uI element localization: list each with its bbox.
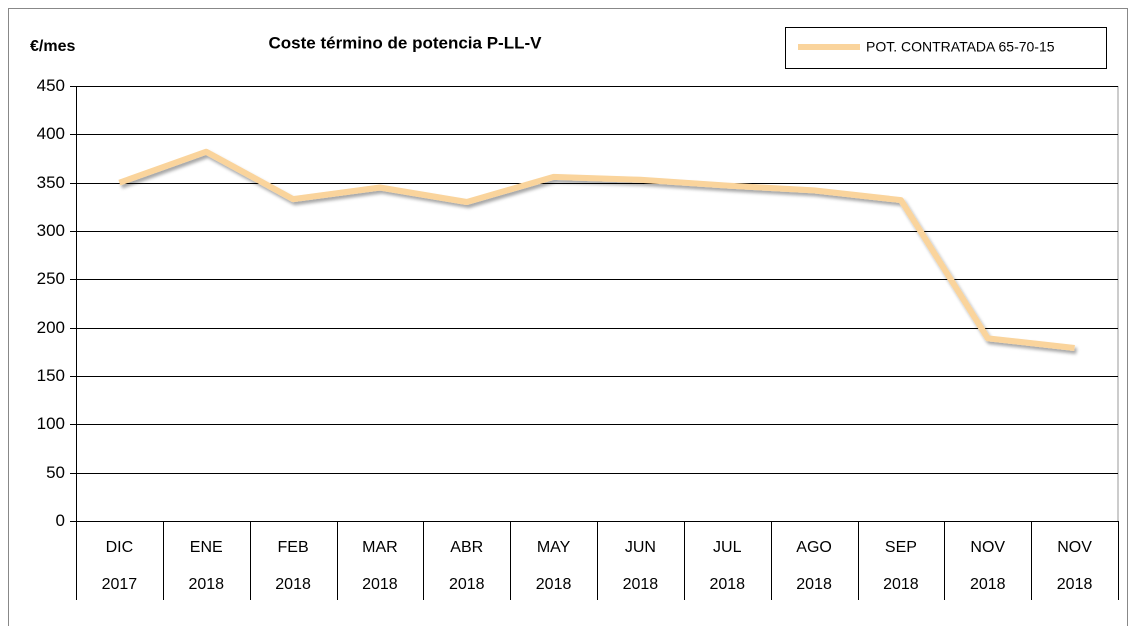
x-tick-label: MAY	[537, 539, 571, 556]
y-axis-label: €/mes	[30, 38, 75, 55]
y-tick-label: 150	[37, 366, 65, 385]
x-tick-label: ABR	[450, 539, 483, 556]
legend-label: POT. CONTRATADA 65-70-15	[866, 39, 1055, 55]
x-tick-label: FEB	[278, 539, 309, 556]
x-tick-label: JUL	[713, 539, 742, 556]
x-tick-label: SEP	[885, 539, 917, 556]
y-tick-label: 50	[46, 463, 65, 482]
x-tick-sublabel: 2018	[1057, 576, 1093, 593]
y-tick-label: 450	[37, 76, 65, 95]
y-tick-label: 200	[37, 318, 65, 337]
y-tick-label: 300	[37, 221, 65, 240]
frame	[8, 8, 1128, 626]
x-tick-sublabel: 2017	[102, 576, 138, 593]
x-tick-label: MAR	[362, 539, 398, 556]
x-tick-sublabel: 2018	[709, 576, 745, 593]
x-tick-sublabel: 2018	[449, 576, 485, 593]
y-tick-label: 250	[37, 269, 65, 288]
x-tick-label: DIC	[106, 539, 134, 556]
x-tick-label: NOV	[970, 539, 1005, 556]
chart-title: Coste término de potencia P-LL-V	[269, 33, 543, 52]
x-tick-label: NOV	[1057, 539, 1092, 556]
x-tick-sublabel: 2018	[883, 576, 919, 593]
x-tick-sublabel: 2018	[362, 576, 398, 593]
x-tick-label: ENE	[190, 539, 223, 556]
y-tick-label: 400	[37, 124, 65, 143]
x-tick-label: JUN	[625, 539, 656, 556]
x-tick-label: AGO	[796, 539, 832, 556]
x-tick-sublabel: 2018	[796, 576, 832, 593]
y-tick-label: 350	[37, 173, 65, 192]
x-tick-sublabel: 2018	[536, 576, 572, 593]
series-line	[118, 148, 1075, 351]
x-tick-sublabel: 2018	[275, 576, 311, 593]
y-tick-label: 100	[37, 414, 65, 433]
x-tick-sublabel: 2018	[623, 576, 659, 593]
y-tick-label: 0	[56, 511, 65, 530]
x-tick-sublabel: 2018	[188, 576, 224, 593]
x-tick-sublabel: 2018	[970, 576, 1006, 593]
